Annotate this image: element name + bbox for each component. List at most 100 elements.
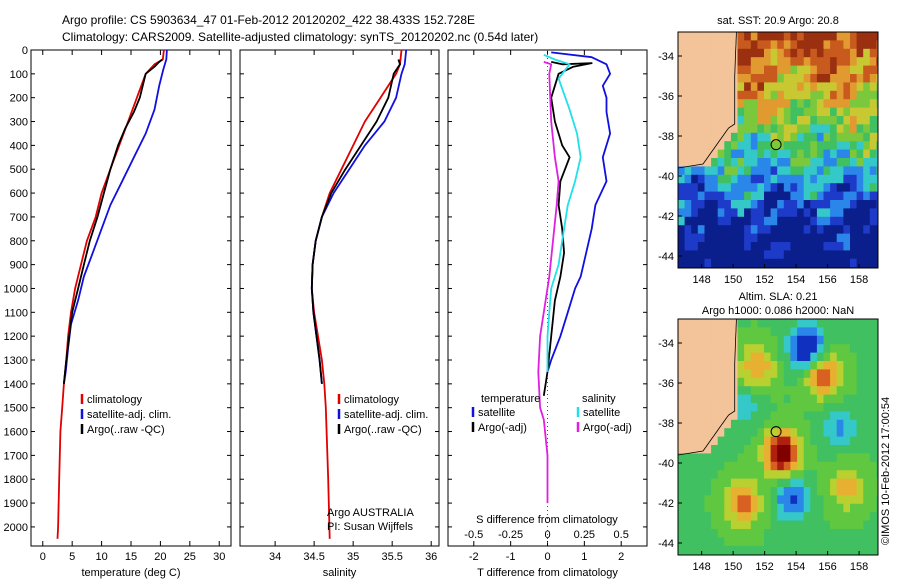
land-cell (704, 74, 712, 83)
ocean-cell (850, 470, 858, 480)
ocean-cell (711, 445, 719, 454)
ocean-cell (803, 258, 811, 268)
ocean-cell (856, 453, 864, 463)
ocean-cell (836, 487, 844, 496)
ocean-cell (869, 327, 877, 337)
ocean-cell (724, 174, 732, 184)
ocean-cell (816, 352, 825, 362)
ocean-cell (816, 478, 825, 488)
ocean-cell (678, 174, 686, 184)
land-cell (704, 411, 712, 421)
ocean-cell (863, 487, 871, 496)
ocean-cell (823, 470, 831, 480)
ocean-cell (850, 377, 858, 387)
ocean-cell (803, 99, 811, 109)
ocean-cell (757, 461, 765, 471)
land-cell (697, 57, 705, 67)
ocean-cell (883, 183, 890, 192)
ocean-cell (684, 537, 692, 547)
ocean-cell (783, 82, 791, 92)
ocean-cell (764, 445, 772, 454)
ocean-cell (836, 107, 844, 117)
ocean-cell (843, 233, 851, 243)
ocean-cell (704, 529, 712, 538)
ocean-cell (790, 520, 798, 530)
ocean-cell (750, 141, 758, 151)
sst_map-coastline (678, 32, 737, 264)
land-cell (691, 436, 699, 446)
ocean-cell (797, 65, 805, 75)
ocean-cell (863, 461, 871, 471)
ocean-cell (803, 65, 811, 75)
ocean-cell (691, 258, 699, 268)
ocean-cell (783, 225, 791, 235)
land-cell (684, 116, 692, 125)
ocean-cell (711, 183, 719, 193)
land-cell (717, 386, 725, 396)
ocean-cell (810, 258, 818, 268)
land-cell (684, 57, 692, 67)
land-cell (724, 419, 732, 429)
ocean-cell (777, 419, 785, 429)
ocean-cell (869, 394, 877, 404)
ocean-cell (850, 520, 858, 530)
ocean-cell (777, 32, 785, 41)
land-cell (697, 411, 705, 421)
ocean-cell (704, 461, 712, 471)
ocean-cell (678, 563, 685, 572)
ocean-cell (863, 411, 871, 421)
ocean-cell (770, 74, 778, 83)
ocean-cell (803, 520, 811, 530)
ocean-cell (863, 141, 871, 151)
ocean-cell (883, 91, 890, 100)
ocean-cell (850, 183, 858, 193)
land-cell (697, 386, 705, 396)
land-cell (697, 124, 705, 134)
ocean-cell (850, 411, 858, 421)
ocean-cell (737, 537, 745, 547)
ocean-cell (810, 394, 818, 404)
ocean-cell (737, 82, 745, 92)
ocean-cell (744, 40, 752, 50)
ocean-cell (691, 520, 699, 530)
ocean-cell (823, 90, 831, 100)
ocean-cell (876, 216, 878, 226)
ocean-cell (869, 149, 877, 159)
ocean-cell (777, 386, 785, 396)
ocean-cell (823, 478, 831, 488)
ocean-cell (856, 495, 864, 505)
ocean-cell (876, 537, 878, 547)
ocean-cell (783, 174, 791, 184)
ocean-cell (697, 503, 705, 513)
ocean-cell (876, 99, 878, 109)
land-cell (704, 361, 712, 370)
land-cell (684, 319, 692, 328)
ocean-cell (737, 216, 745, 226)
land-cell (678, 48, 686, 58)
ocean-cell (830, 107, 838, 117)
ocean-cell (876, 32, 878, 41)
sst_map-ytick-label: -36 (658, 91, 674, 103)
ocean-cell (830, 183, 838, 193)
ocean-cell (737, 250, 745, 260)
ocean-cell (730, 529, 739, 538)
ocean-cell (856, 445, 864, 454)
ocean-cell (836, 436, 844, 446)
ocean-cell (843, 529, 851, 538)
ocean-cell (750, 32, 758, 41)
ocean-cell (850, 537, 858, 547)
ocean-cell (744, 478, 752, 488)
land-cell (704, 90, 712, 100)
ocean-cell (697, 166, 705, 176)
ocean-cell (883, 319, 890, 328)
ocean-cell (724, 503, 732, 513)
ocean-cell (790, 132, 798, 142)
ocean-cell (883, 276, 890, 285)
land-cell (704, 436, 712, 446)
ocean-cell (757, 200, 765, 209)
land-cell (704, 57, 712, 67)
ocean-cell (737, 352, 745, 362)
ocean-cell (816, 132, 825, 142)
ocean-cell (750, 57, 758, 67)
ocean-cell (803, 32, 811, 41)
